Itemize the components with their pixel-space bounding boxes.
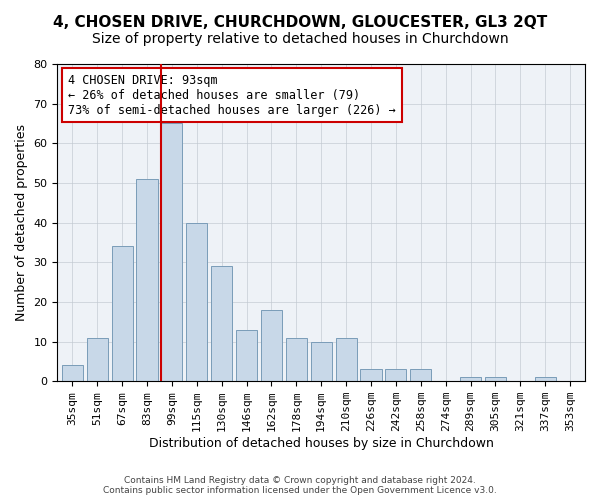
Bar bbox=[535, 378, 556, 381]
Text: 4, CHOSEN DRIVE, CHURCHDOWN, GLOUCESTER, GL3 2QT: 4, CHOSEN DRIVE, CHURCHDOWN, GLOUCESTER,… bbox=[53, 15, 547, 30]
Bar bbox=[62, 366, 83, 381]
Bar bbox=[261, 310, 282, 381]
Bar bbox=[311, 342, 332, 381]
Bar bbox=[410, 370, 431, 381]
Bar bbox=[161, 124, 182, 381]
Bar bbox=[112, 246, 133, 381]
Bar bbox=[186, 222, 208, 381]
Text: 4 CHOSEN DRIVE: 93sqm
← 26% of detached houses are smaller (79)
73% of semi-deta: 4 CHOSEN DRIVE: 93sqm ← 26% of detached … bbox=[68, 74, 396, 116]
Bar bbox=[136, 179, 158, 381]
Y-axis label: Number of detached properties: Number of detached properties bbox=[15, 124, 28, 321]
Bar bbox=[361, 370, 382, 381]
X-axis label: Distribution of detached houses by size in Churchdown: Distribution of detached houses by size … bbox=[149, 437, 494, 450]
Bar bbox=[211, 266, 232, 381]
Bar bbox=[236, 330, 257, 381]
Bar bbox=[385, 370, 406, 381]
Bar bbox=[460, 378, 481, 381]
Bar bbox=[286, 338, 307, 381]
Text: Contains HM Land Registry data © Crown copyright and database right 2024.
Contai: Contains HM Land Registry data © Crown c… bbox=[103, 476, 497, 495]
Bar bbox=[86, 338, 108, 381]
Bar bbox=[485, 378, 506, 381]
Bar bbox=[335, 338, 356, 381]
Text: Size of property relative to detached houses in Churchdown: Size of property relative to detached ho… bbox=[92, 32, 508, 46]
